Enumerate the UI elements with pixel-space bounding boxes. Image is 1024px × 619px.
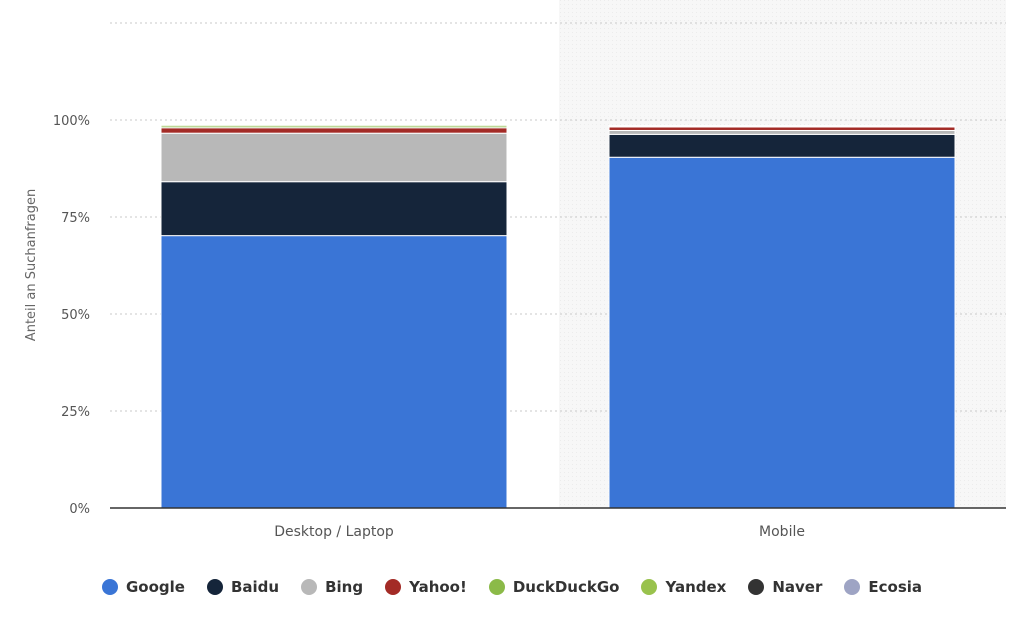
legend-swatch-icon bbox=[385, 579, 402, 595]
y-tick-label: 100% bbox=[53, 114, 90, 129]
bar-segment-google-1[interactable] bbox=[608, 156, 956, 509]
x-axis-ticks: Desktop / Laptop Mobile bbox=[274, 524, 805, 540]
legend-label: Google bbox=[125, 578, 185, 596]
bars bbox=[160, 124, 956, 509]
legend-swatch-icon bbox=[206, 579, 223, 595]
bar-segment-bing-1[interactable] bbox=[608, 129, 956, 135]
legend-swatch-icon bbox=[748, 579, 765, 595]
y-axis-label: Anteil an Suchanfragen bbox=[24, 189, 39, 341]
bar-segment-baidu-0[interactable] bbox=[160, 181, 508, 237]
y-tick-label: 0% bbox=[69, 502, 90, 517]
y-tick-label: 75% bbox=[61, 211, 90, 226]
stacked-bar-chart: 0% 25% 50% 75% 100% Desktop / Laptop Mobile A… bbox=[24, 0, 1006, 540]
legend-label: Yandex bbox=[665, 578, 727, 596]
bar-segment-naver-1[interactable] bbox=[608, 124, 956, 127]
legend: Google Baidu Bing Yahoo! DuckDuckGo Yandex Nav… bbox=[0, 572, 1024, 602]
bar-segment-google-0[interactable] bbox=[160, 235, 508, 509]
x-category-label: Mobile bbox=[759, 524, 805, 540]
legend-item-ecosia[interactable]: Ecosia bbox=[844, 578, 922, 596]
legend-item-yahoo-[interactable]: Yahoo! bbox=[385, 578, 467, 596]
bar-segment-baidu-1[interactable] bbox=[608, 133, 956, 158]
legend-item-google[interactable]: Google bbox=[101, 578, 185, 596]
legend-item-bing[interactable]: Bing bbox=[301, 578, 363, 596]
legend-item-naver[interactable]: Naver bbox=[748, 578, 822, 596]
bar-segment-bing-0[interactable] bbox=[160, 132, 508, 183]
bar-segment-yahoo--0[interactable] bbox=[160, 127, 508, 134]
bar-segment-yahoo--1[interactable] bbox=[608, 126, 956, 131]
legend-label: Yahoo! bbox=[409, 578, 467, 596]
legend-label: Naver bbox=[772, 578, 823, 596]
legend-label: Baidu bbox=[230, 578, 280, 596]
legend-item-yandex[interactable]: Yandex bbox=[641, 578, 726, 596]
legend-item-baidu[interactable]: Baidu bbox=[206, 578, 280, 596]
legend-label: DuckDuckGo bbox=[512, 578, 620, 596]
legend-item-duckduckgo[interactable]: DuckDuckGo bbox=[488, 578, 620, 596]
y-tick-label: 25% bbox=[61, 405, 90, 420]
y-tick-label: 50% bbox=[61, 308, 90, 323]
legend-swatch-icon bbox=[641, 579, 658, 595]
legend-label: Ecosia bbox=[868, 578, 923, 596]
legend-swatch-icon bbox=[488, 579, 505, 595]
legend-swatch-icon bbox=[101, 579, 118, 595]
y-axis-ticks: 0% 25% 50% 75% 100% bbox=[53, 114, 90, 517]
legend-label: Bing bbox=[325, 578, 364, 596]
x-category-label: Desktop / Laptop bbox=[274, 524, 394, 540]
bar-segment-yandex-0[interactable] bbox=[160, 124, 508, 127]
legend-swatch-icon bbox=[844, 579, 861, 595]
legend-swatch-icon bbox=[301, 579, 318, 595]
